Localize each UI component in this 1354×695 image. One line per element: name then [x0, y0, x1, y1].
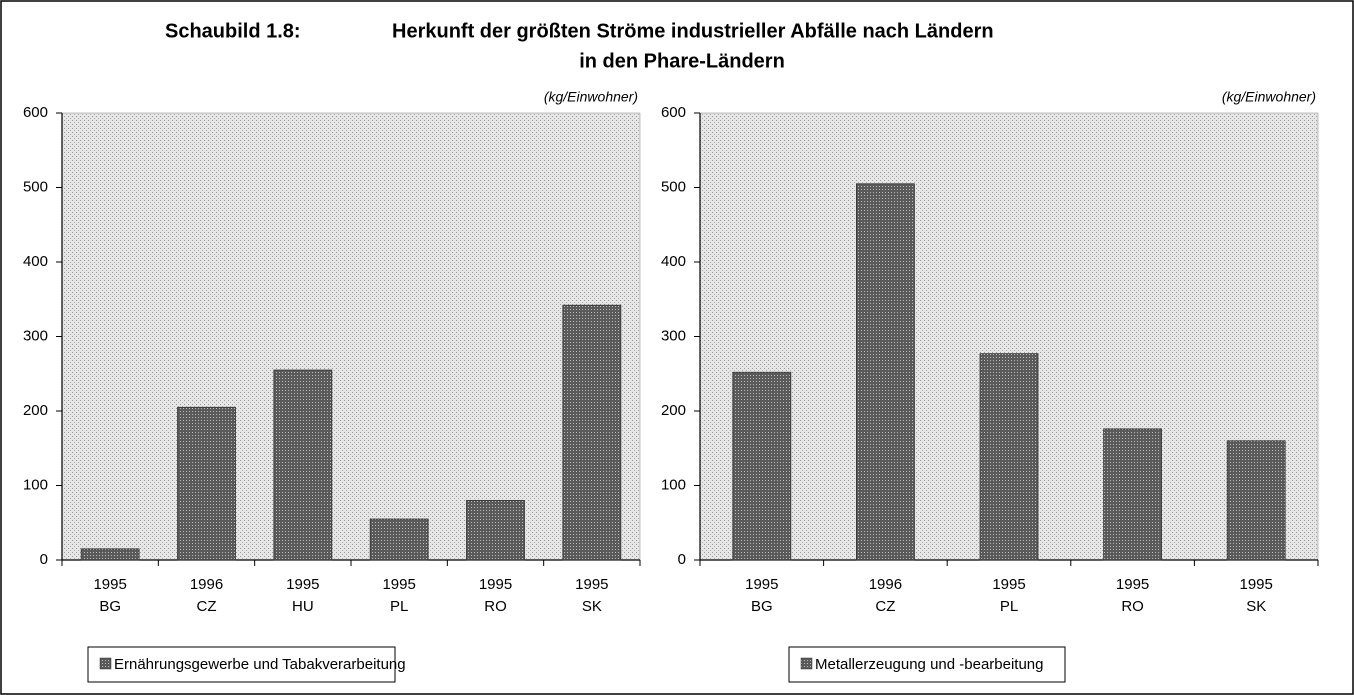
- y-tick-label: 500: [23, 178, 48, 195]
- x-tick-label: 1995: [93, 576, 126, 593]
- x-tick-label: CZ: [875, 598, 895, 615]
- bar: [273, 369, 333, 561]
- bar: [177, 406, 236, 561]
- unit-label: (kg/Einwohner): [544, 89, 638, 105]
- y-tick-label: 400: [661, 253, 686, 270]
- bar: [80, 548, 140, 561]
- x-tick-label: HU: [292, 598, 314, 615]
- plot-area: [61, 112, 641, 561]
- chart-title: in den Phare-Ländern: [579, 50, 785, 72]
- x-tick-label: PL: [390, 598, 408, 615]
- y-tick-label: 200: [23, 402, 48, 419]
- bar: [732, 371, 792, 561]
- bar: [1226, 440, 1286, 561]
- x-tick-label: 1995: [745, 576, 778, 593]
- x-tick-label: 1995: [382, 576, 415, 593]
- y-tick-label: 200: [661, 402, 686, 419]
- legend-label: Metallerzeugung und -bearbeitung: [815, 656, 1044, 673]
- y-tick-label: 600: [23, 104, 48, 121]
- x-tick-label: CZ: [197, 598, 217, 615]
- bar: [1103, 428, 1162, 561]
- chart-title: Herkunft der größten Ströme industrielle…: [392, 20, 994, 42]
- x-tick-label: BG: [751, 598, 773, 615]
- unit-label: (kg/Einwohner): [1222, 89, 1316, 105]
- x-tick-label: 1995: [1240, 576, 1273, 593]
- bar: [979, 353, 1039, 561]
- legend-box: [788, 646, 1066, 683]
- x-tick-label: RO: [1121, 598, 1144, 615]
- bar: [369, 518, 429, 561]
- x-tick-label: RO: [484, 598, 507, 615]
- y-tick-label: 100: [23, 476, 48, 493]
- y-tick-label: 600: [661, 104, 686, 121]
- x-tick-label: BG: [99, 598, 121, 615]
- legend-swatch: [99, 657, 112, 670]
- x-tick-label: 1995: [286, 576, 319, 593]
- x-tick-label: 1995: [575, 576, 608, 593]
- y-tick-label: 300: [23, 327, 48, 344]
- y-tick-label: 500: [661, 178, 686, 195]
- x-tick-label: 1995: [1116, 576, 1149, 593]
- y-tick-label: 0: [678, 551, 686, 568]
- legend-box: [87, 646, 396, 683]
- bar: [466, 499, 525, 561]
- x-tick-label: PL: [1000, 598, 1018, 615]
- x-tick-label: 1995: [479, 576, 512, 593]
- x-tick-label: 1995: [992, 576, 1025, 593]
- x-tick-label: SK: [582, 598, 602, 615]
- figure-label: Schaubild 1.8:: [165, 20, 301, 42]
- x-tick-label: SK: [1246, 598, 1266, 615]
- y-tick-label: 300: [661, 327, 686, 344]
- bar: [562, 304, 622, 561]
- y-tick-label: 0: [40, 551, 48, 568]
- y-tick-label: 100: [661, 476, 686, 493]
- legend-label: Ernährungsgewerbe und Tabakverarbeitung: [114, 656, 406, 673]
- bar: [856, 183, 915, 561]
- x-tick-label: 1996: [869, 576, 902, 593]
- x-tick-label: 1996: [190, 576, 223, 593]
- y-tick-label: 400: [23, 253, 48, 270]
- legend-swatch: [800, 657, 813, 670]
